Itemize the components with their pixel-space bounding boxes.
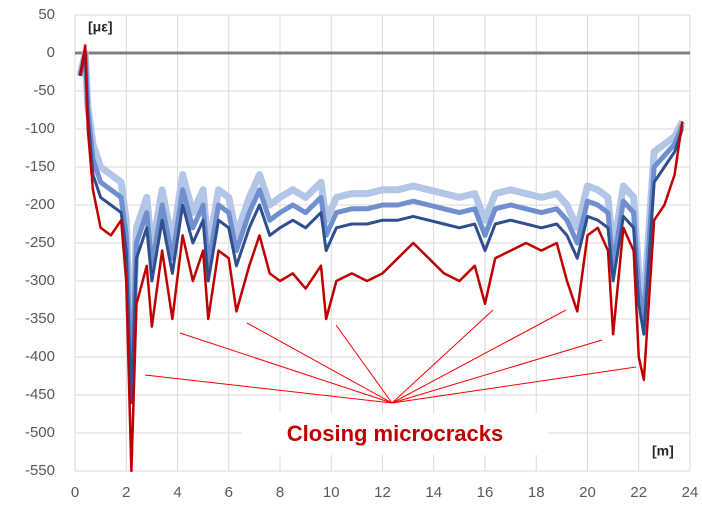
arrow	[391, 309, 494, 404]
y-axis-label: [με]	[88, 19, 113, 35]
y-tick-label: -50	[33, 82, 55, 99]
series-line	[78, 51, 684, 405]
arrow	[391, 309, 567, 404]
annotation: Closing microcracks	[287, 421, 503, 446]
x-tick-label: 8	[276, 484, 284, 501]
y-tick-label: 50	[38, 6, 55, 23]
y-tick-label: -150	[25, 158, 55, 175]
x-tick-label: 20	[579, 484, 596, 501]
y-tick-label: -100	[25, 120, 55, 137]
y-tick-label: -300	[25, 272, 55, 289]
y-tick-label: -450	[25, 386, 55, 403]
arrow	[335, 324, 393, 404]
x-axis-label: [m]	[652, 443, 674, 459]
lines	[76, 44, 686, 473]
x-tick-label: 22	[630, 484, 647, 501]
x-tick-label: 4	[173, 484, 181, 501]
x-tick-label: 24	[682, 484, 699, 501]
x-tick-label: 6	[225, 484, 233, 501]
x-tick-label: 18	[528, 484, 545, 501]
x-tick-label: 16	[477, 484, 494, 501]
y-tick-label: -400	[25, 348, 55, 365]
x-tick-label: 0	[71, 484, 79, 501]
arrow	[179, 332, 393, 404]
series-line	[77, 50, 685, 390]
y-tick-label: 0	[47, 44, 55, 61]
series-line	[76, 49, 686, 376]
arrow	[246, 322, 393, 404]
arrow	[391, 366, 637, 404]
x-tick-label: 14	[425, 484, 442, 501]
y-tick-label: -500	[25, 424, 55, 441]
x-tick-label: 10	[323, 484, 340, 501]
y-tick-label: -200	[25, 196, 55, 213]
x-tick-label: 2	[122, 484, 130, 501]
arrow	[391, 339, 603, 404]
y-tick-label: -250	[25, 234, 55, 251]
series-line	[78, 44, 684, 473]
arrow	[144, 374, 393, 404]
y-tick-label: -350	[25, 310, 55, 327]
annotation-box	[242, 413, 548, 455]
x-tick-label: 12	[374, 484, 391, 501]
y-tick-label: -550	[25, 462, 55, 479]
arrows	[144, 309, 637, 404]
